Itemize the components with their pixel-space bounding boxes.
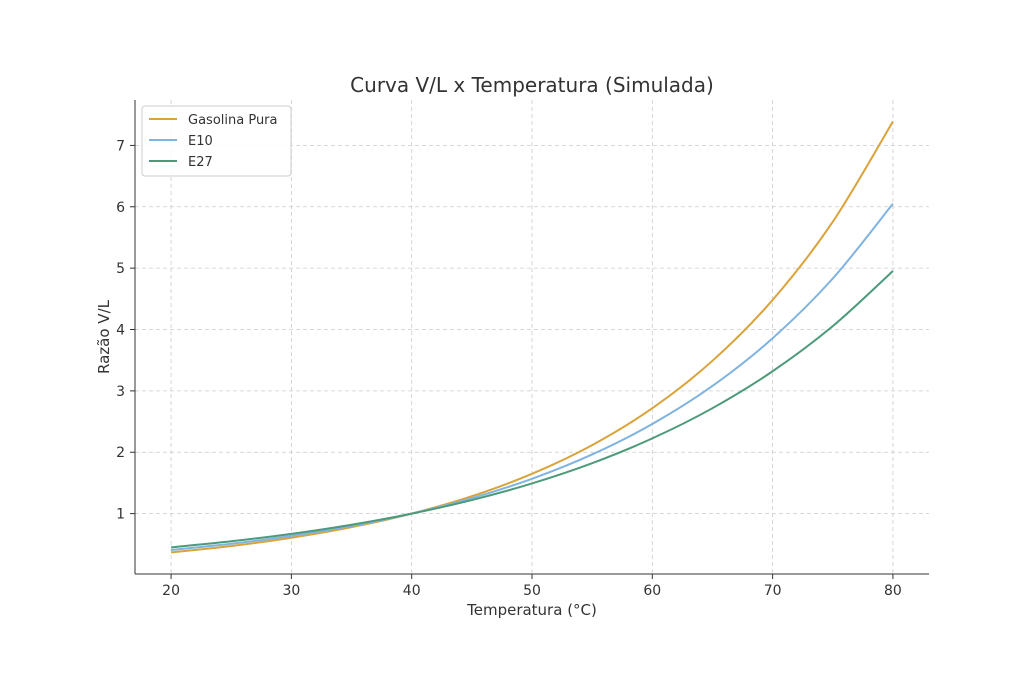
x-tick-label: 20 [162,583,180,599]
legend-label: Gasolina Pura [188,113,278,128]
series-lines [170,121,894,554]
x-tick-label: 80 [884,583,902,599]
grid [135,100,929,574]
legend-label: E10 [188,134,213,149]
x-tick-label: 50 [523,583,541,599]
legend-box [141,105,292,177]
y-tick-label: 5 [116,261,125,277]
legend-label: E27 [188,155,213,170]
y-axis-label: Razão V/L [95,299,113,374]
y-tick-label: 6 [116,200,125,216]
x-tick-label: 70 [764,583,782,599]
y-tick-label: 1 [116,507,125,523]
series-line-gasolina-pura [170,121,894,554]
y-tick-label: 7 [116,138,125,154]
x-axis-label: Temperatura (°C) [466,601,597,619]
x-tick-label: 40 [403,583,421,599]
series-line-e10 [170,203,894,551]
y-tick-label: 4 [116,323,125,339]
axes: 20 30 40 50 60 70 80 1 2 3 4 5 6 7 [116,100,929,599]
x-tick-label: 30 [282,583,300,599]
y-tick-label: 3 [116,384,125,400]
x-tick-label: 60 [643,583,661,599]
chart-title: Curva V/L x Temperatura (Simulada) [350,73,714,97]
y-tick-label: 2 [116,445,125,461]
series-line-e27 [170,270,894,549]
legend: Gasolina Pura E10 E27 [141,105,292,177]
